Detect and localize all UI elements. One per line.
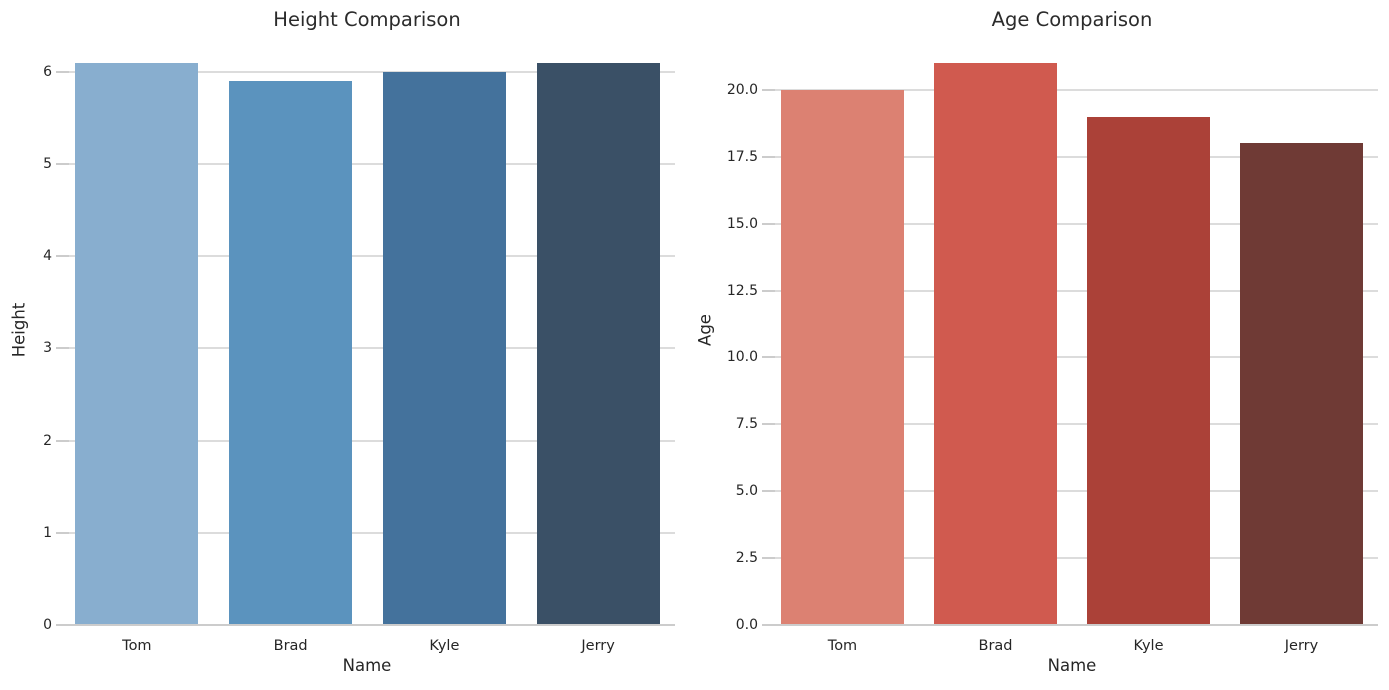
gridline (766, 155, 1378, 158)
x-tick-label: Brad (978, 638, 1013, 654)
x-tick-label: Brad (273, 638, 308, 654)
y-tick-mark (56, 531, 69, 534)
y-tick-mark (56, 70, 69, 73)
y-tick-label: 5.0 (735, 483, 758, 500)
x-tick-label: Kyle (429, 638, 460, 654)
gridline (766, 289, 1378, 292)
y-tick-mark (762, 222, 775, 225)
left-chart-title: Height Comparison (273, 8, 461, 31)
bar-brad (229, 81, 353, 625)
y-tick-label: 15.0 (726, 215, 758, 232)
bar-tom (781, 89, 904, 625)
y-tick-label: 2.5 (735, 550, 758, 567)
bar-kyle (382, 71, 506, 625)
y-tick-label: 6 (43, 63, 52, 80)
y-tick-label: 4 (43, 248, 52, 265)
y-tick-mark (56, 163, 69, 166)
right-chart-title: Age Comparison (991, 8, 1153, 31)
y-tick-label: 5 (43, 156, 52, 173)
gridline (766, 423, 1378, 426)
y-tick-mark (762, 423, 775, 426)
bar-kyle (1087, 116, 1210, 625)
gridline (60, 163, 675, 166)
gridline (766, 557, 1378, 560)
gridline (60, 347, 675, 350)
y-tick-mark (762, 356, 775, 359)
y-tick-label: 7.5 (735, 416, 758, 433)
x-tick-label: Tom (122, 638, 152, 654)
y-tick-mark (762, 490, 775, 493)
gridline (60, 255, 675, 258)
y-tick-label: 2 (43, 432, 52, 449)
y-tick-mark (762, 155, 775, 158)
gridline (60, 439, 675, 442)
gridline (60, 531, 675, 534)
y-tick-mark (56, 624, 69, 626)
bar-jerry (1240, 143, 1363, 625)
x-tick-label: Jerry (581, 638, 615, 654)
y-tick-mark (762, 289, 775, 292)
y-tick-mark (56, 347, 69, 350)
y-tick-label: 12.5 (726, 282, 758, 299)
y-tick-mark (56, 255, 69, 258)
bar-jerry (536, 62, 660, 625)
y-tick-label: 17.5 (726, 148, 758, 165)
gridline (766, 490, 1378, 493)
bar-brad (934, 63, 1057, 625)
y-tick-label: 0 (43, 617, 52, 633)
x-tick-label: Kyle (1133, 638, 1164, 654)
x-axis-line (766, 624, 1378, 626)
y-tick-mark (762, 88, 775, 91)
gridline (766, 88, 1378, 91)
bar-tom (75, 62, 199, 625)
y-tick-mark (762, 557, 775, 560)
gridline (766, 356, 1378, 359)
right-x-axis-label: Name (1047, 656, 1097, 675)
gridline (766, 222, 1378, 225)
x-tick-label: Jerry (1284, 638, 1319, 654)
x-axis-line (60, 624, 675, 626)
y-tick-mark (762, 624, 775, 626)
y-tick-label: 3 (43, 340, 52, 357)
y-tick-mark (56, 439, 69, 442)
left-x-axis-label: Name (342, 656, 392, 675)
x-tick-label: Tom (827, 638, 858, 654)
y-tick-label: 20.0 (726, 81, 758, 98)
right-y-axis-label: Age (695, 314, 715, 346)
gridline (60, 70, 675, 73)
y-tick-label: 10.0 (726, 349, 758, 366)
y-tick-label: 0.0 (735, 617, 758, 633)
y-tick-label: 1 (43, 524, 52, 541)
